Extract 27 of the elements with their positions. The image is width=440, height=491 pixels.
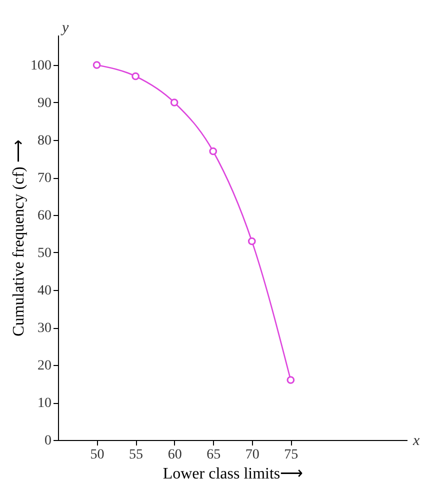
y-tick-label: 40: [38, 284, 52, 298]
point: [248, 237, 256, 246]
point: [209, 147, 218, 156]
y-tick-label: 10: [38, 396, 52, 411]
annotation: y: [60, 20, 69, 36]
x-tick-label: 70: [245, 448, 260, 462]
x-tick-label: 50: [90, 448, 104, 462]
y-tick-label: 70: [38, 171, 52, 186]
point: [170, 98, 178, 106]
y-tick-label: 80: [38, 134, 52, 148]
y-tick-label: 100: [30, 58, 52, 74]
x-tick-label: 55: [129, 448, 144, 462]
y-tick-label: 0: [44, 434, 52, 448]
x-tick-label: 75: [284, 448, 298, 462]
y-tick-label: 60: [38, 208, 52, 224]
y-tick-label: 50: [38, 246, 52, 261]
y-tick-label: 90: [38, 96, 52, 111]
x-tick-label: 65: [206, 448, 221, 462]
y-tick-label: 30: [38, 321, 52, 336]
x-axis-title: Lower class limits⟶: [162, 466, 304, 482]
point: [286, 376, 295, 384]
y-tick-label: 20: [38, 358, 52, 374]
point: [92, 61, 101, 69]
x-tick-label: 60: [168, 448, 182, 462]
point: [132, 72, 140, 80]
y-axis-title: Cumulative frequency (cf) ⟶: [10, 140, 28, 336]
text: x: [412, 433, 420, 449]
